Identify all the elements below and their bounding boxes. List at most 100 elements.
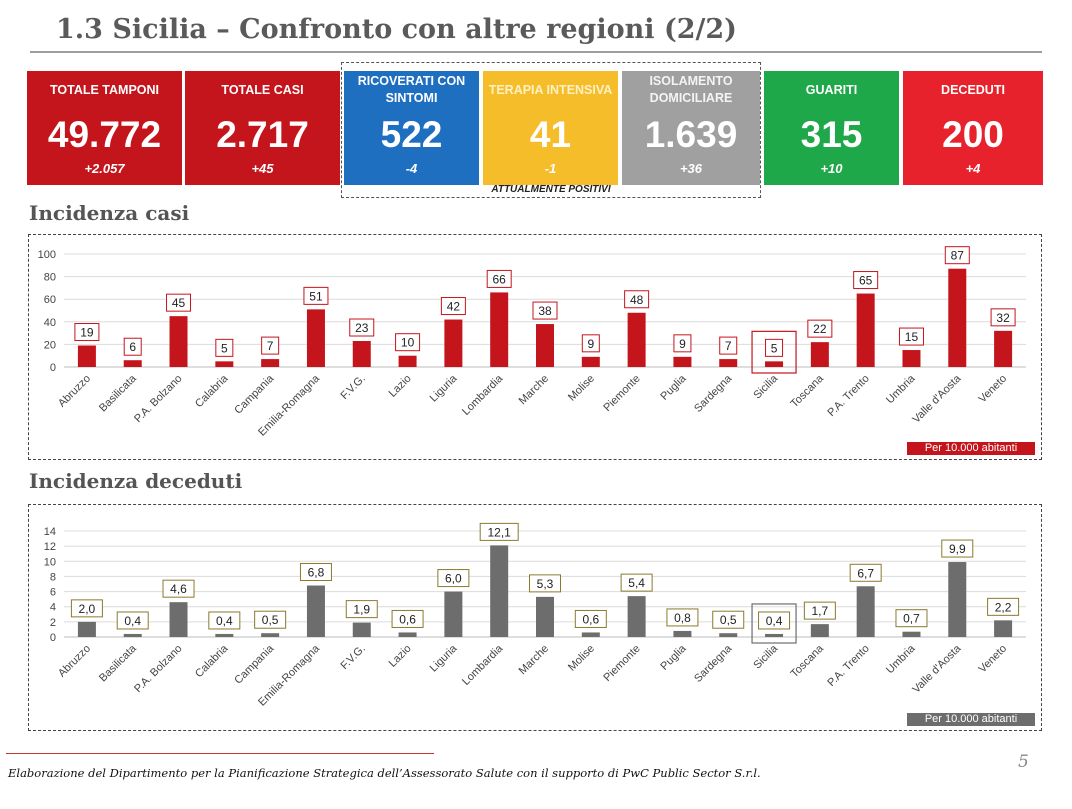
bar <box>398 355 417 367</box>
x-tick-label: Veneto <box>977 643 1010 676</box>
bar <box>536 596 554 637</box>
kpi-guariti: GUARITI 315 +10 <box>764 71 899 185</box>
bar <box>123 633 142 637</box>
data-label-box <box>391 609 424 628</box>
x-tick-label: Valle d'Aosta <box>910 372 964 426</box>
data-label: 6,0 <box>445 572 462 586</box>
data-label-box <box>166 293 192 312</box>
x-tick-label: Abruzzo <box>56 373 93 410</box>
footer-credit: Elaborazione del Dipartimento per la Pia… <box>8 766 761 780</box>
kpi-ricoverati: RICOVERATI CON SINTOMI 522 -4 <box>344 71 479 185</box>
x-tick-label: Molise <box>566 373 597 404</box>
kpi-delta: +10 <box>820 161 843 176</box>
data-label: 32 <box>996 311 1010 325</box>
bar <box>673 630 692 637</box>
data-label: 6,8 <box>308 566 325 580</box>
data-label-box <box>116 611 149 630</box>
bar <box>77 621 96 637</box>
bar <box>306 309 325 367</box>
y-tick-label: 4 <box>50 602 56 614</box>
bar <box>994 620 1013 637</box>
data-label-box <box>395 333 421 352</box>
title-divider <box>30 51 1042 53</box>
x-tick-label: Molise <box>566 643 597 674</box>
x-tick-label: Basilicata <box>97 642 139 684</box>
chart-note-deceduti: Per 10.000 abitanti <box>907 713 1035 726</box>
data-label: 0,6 <box>582 612 599 626</box>
data-label: 0,5 <box>262 613 279 627</box>
kpi-label: DECEDUTI <box>941 82 1005 97</box>
data-label: 45 <box>172 296 186 310</box>
x-tick-label: Puglia <box>658 642 689 673</box>
x-tick-label: Marche <box>517 643 551 677</box>
bar <box>536 324 554 367</box>
bar <box>352 622 371 637</box>
data-label: 15 <box>905 330 919 344</box>
data-label: 9,9 <box>949 542 966 556</box>
x-tick-label: Toscana <box>789 372 827 410</box>
bar <box>215 361 234 367</box>
data-label: 7 <box>725 339 732 353</box>
bar <box>627 312 646 367</box>
x-tick-label: Basilicata <box>97 372 139 414</box>
y-tick-label: 2 <box>50 617 56 629</box>
y-tick-label: 12 <box>44 541 56 553</box>
data-label: 2,0 <box>79 602 96 616</box>
data-label-box <box>349 318 375 337</box>
bar <box>123 360 142 367</box>
kpi-delta: -1 <box>544 161 557 176</box>
data-label: 23 <box>355 321 369 335</box>
bar <box>627 596 646 637</box>
y-tick-label: 8 <box>50 571 56 583</box>
data-label: 4,6 <box>170 582 187 596</box>
data-label: 48 <box>630 293 644 307</box>
data-label: 0,4 <box>124 614 141 628</box>
data-label-box <box>758 611 791 630</box>
x-tick-label: Valle d'Aosta <box>910 642 964 696</box>
data-label: 19 <box>80 326 94 340</box>
data-label-box <box>765 338 784 357</box>
kpi-value: 41 <box>529 114 572 155</box>
x-tick-label: P.A. Bolzano <box>132 373 184 425</box>
bar <box>261 359 280 367</box>
data-label-box <box>581 334 600 353</box>
data-label-box <box>712 610 745 629</box>
x-tick-label: Toscana <box>789 642 827 680</box>
data-label: 9 <box>679 337 686 351</box>
page-title: 1.3 Sicilia – Confronto con altre region… <box>56 14 737 45</box>
chart-incidenza-deceduti: 0 2 4 6 8 10 12 14 2,0 Abruzzo 0,4 Basilicata 4,6 P.A… <box>28 504 1042 731</box>
kpi-delta: +2.057 <box>84 161 125 176</box>
x-tick-label: P.A. Bolzano <box>132 643 184 695</box>
kpi-totale-casi: TOTALE CASI 2.717 +45 <box>185 71 340 185</box>
data-label-box <box>215 338 234 357</box>
data-label: 0,4 <box>216 614 233 628</box>
bar <box>856 586 875 637</box>
chart-note-casi: Per 10.000 abitanti <box>907 442 1035 455</box>
data-label: 0,8 <box>674 611 691 625</box>
data-label: 87 <box>951 249 965 263</box>
x-tick-label: Lazio <box>387 643 414 670</box>
x-tick-label: Umbria <box>884 372 918 406</box>
kpi-totale-tamponi: TOTALE TAMPONI 49.772 +2.057 <box>27 71 182 185</box>
data-label-box <box>208 611 241 630</box>
bar <box>948 562 967 637</box>
bar <box>444 319 463 367</box>
bar <box>261 633 280 637</box>
data-label-box <box>803 601 836 620</box>
kpi-value: 2.717 <box>216 114 309 155</box>
x-tick-label: Lombardia <box>460 642 506 688</box>
x-tick-label: P.A. Trento <box>825 643 871 689</box>
x-tick-label: Calabria <box>193 642 231 680</box>
data-label: 66 <box>493 272 507 286</box>
bar <box>719 633 738 637</box>
data-label-box <box>853 271 879 290</box>
bar <box>306 585 325 637</box>
kpi-delta: +4 <box>965 161 981 176</box>
chart-deceduti-svg: 0 2 4 6 8 10 12 14 2,0 Abruzzo 0,4 Basilicata 4,6 P.A… <box>44 522 1026 709</box>
kpi-label: GUARITI <box>805 82 858 97</box>
bar <box>810 342 829 367</box>
data-label-box <box>437 569 470 588</box>
data-label-box <box>620 573 653 592</box>
bar <box>765 633 784 637</box>
bar <box>994 330 1013 367</box>
